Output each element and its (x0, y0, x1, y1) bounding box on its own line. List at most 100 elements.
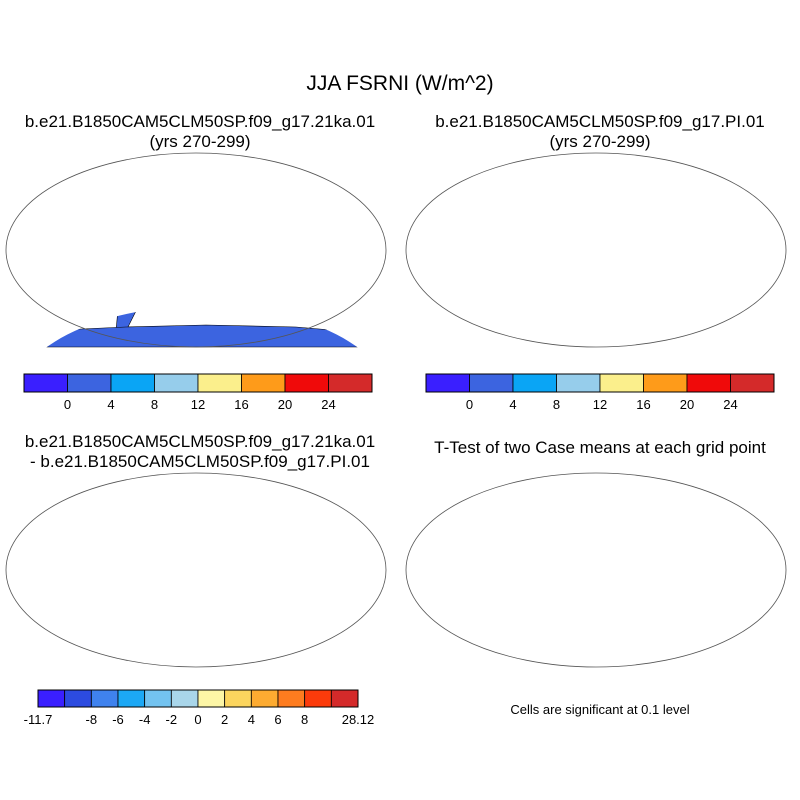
field-patch (642, 217, 670, 233)
field-patch (278, 521, 306, 533)
landmass-africa (184, 527, 262, 621)
colorbar-swatch (599, 373, 644, 393)
landmass-eurasia (188, 163, 372, 237)
panel-title-line2: (yrs 270-299) (149, 132, 251, 151)
significance-note: Cells are significant at 0.1 level (510, 702, 690, 717)
colorbar-swatch (556, 373, 601, 393)
panel-bottom-left-map (5, 472, 387, 668)
colorbar-swatch (250, 689, 279, 708)
colorbar-tick-label: 0 (64, 397, 71, 412)
field-patch (266, 187, 306, 207)
landmass-seAsia (706, 233, 732, 257)
panel-title-line1: b.e21.B1850CAM5CLM50SP.f09_g17.21ka.01 (24, 432, 376, 451)
field-patch (60, 163, 92, 175)
landmass-indonesia (712, 259, 762, 273)
colorbar-tick-label: 0 (194, 712, 201, 727)
landmass-greenland (524, 157, 574, 189)
field-patch (288, 197, 324, 213)
landmass-antarctica (25, 324, 379, 348)
landmass-indonesia (712, 579, 762, 593)
colorbar-swatch (64, 689, 92, 708)
landmass-scandinavia (598, 161, 630, 183)
ocean-background (12, 306, 386, 347)
colorbar-swatch (284, 373, 329, 393)
figure-title: JJA FSRNI (W/m^2) (306, 72, 494, 95)
landmass-australia (726, 597, 776, 633)
field-patch (52, 483, 100, 503)
colorbar-swatch (110, 373, 155, 393)
field-patch (512, 613, 520, 633)
panel-top-left-map-border (5, 152, 387, 348)
colorbar-swatch (23, 373, 68, 393)
landmass-antarctica (426, 325, 778, 347)
field-patch (606, 297, 626, 309)
colorbar-swatch (686, 373, 731, 393)
panel-top-right-map (405, 152, 787, 348)
panel-top-left-map (5, 152, 387, 348)
landmass-antarctica (26, 645, 378, 667)
landmass-greenland (524, 477, 574, 509)
field-patch (206, 531, 262, 547)
colorbar-swatch (469, 373, 514, 393)
colorbar-tick-label: 2 (221, 712, 228, 727)
panel-top-right-map-clip (406, 153, 786, 347)
field-patch (726, 519, 746, 527)
colorbar-swatch (330, 689, 359, 708)
colorbar-tick-label: 12 (191, 397, 205, 412)
colorbar-tick-label: 24 (321, 397, 335, 412)
field-patch (206, 487, 234, 503)
colorbar-tick-label: -11.7 (24, 712, 53, 727)
panel-title-top-right: b.e21.B1850CAM5CLM50SP.f09_g17.PI.01 (yr… (400, 112, 800, 152)
landmass-northAmerica (444, 485, 552, 569)
panel-title-line1: b.e21.B1850CAM5CLM50SP.f09_g17.PI.01 (435, 112, 765, 131)
panel-bottom-right-map-border (405, 472, 787, 668)
panel-title-bottom-left: b.e21.B1850CAM5CLM50SP.f09_g17.21ka.01 -… (0, 432, 400, 472)
colorbar-tick-label: 8 (301, 712, 308, 727)
field-patch (116, 613, 128, 633)
colorbar-frame (23, 373, 373, 393)
landmass-india (282, 231, 300, 257)
landmass-australia (325, 306, 377, 314)
colorbar-tick-label: 28.12 (342, 712, 375, 727)
field-patch (332, 177, 360, 189)
map-panels (5, 152, 787, 668)
field-patch (52, 513, 72, 525)
field-patch (92, 495, 120, 511)
field-patch (696, 205, 716, 217)
landmass-australia (326, 597, 376, 633)
colorbar-swatch (304, 689, 332, 708)
colorbar-abs-1: 0 4 8 12 16 20 24 (425, 373, 775, 412)
colorbar-abs-0: 0 4 8 12 16 20 24 (23, 373, 373, 412)
landmass-africa (184, 207, 262, 301)
panel-bottom-right-map-clip (406, 473, 786, 667)
colorbar-tick-label: 4 (248, 712, 255, 727)
colorbar-swatch (512, 373, 557, 393)
panel-title-top-left: b.e21.B1850CAM5CLM50SP.f09_g17.21ka.01 (… (0, 112, 400, 152)
field-patch (198, 209, 250, 225)
field-patch (642, 495, 690, 507)
landmass-southAmerica (504, 567, 552, 659)
colorbar-swatch (328, 373, 373, 393)
landmass-greenland (124, 477, 174, 509)
landmass-africa (584, 207, 662, 301)
colorbar-tick-label: 4 (509, 397, 516, 412)
colorbar-tick-label: 20 (680, 397, 694, 412)
landmass-scandinavia (598, 481, 630, 503)
ocean-background (406, 473, 786, 667)
landmass-australia (726, 277, 776, 313)
colorbar-tick-label: 16 (636, 397, 650, 412)
colorbar-swatch (170, 689, 199, 708)
colorbar-frame (37, 689, 359, 708)
landmass-eurasia (588, 163, 772, 237)
landmass-africa (584, 527, 662, 621)
landmass-indonesia (312, 579, 362, 593)
colorbar-swatch (730, 373, 775, 393)
panel-top-left-map-clip (12, 157, 386, 348)
colorbar-diff: -11.7 -8 -6 -4 -2 0 2 4 6 8 28.12 (24, 689, 375, 727)
colorbar-tick-label: 16 (234, 397, 248, 412)
field-patch (130, 159, 162, 175)
colorbar-tick-label: -4 (139, 712, 151, 727)
landmass-greenland (124, 157, 174, 189)
landmass-arabia (652, 537, 678, 565)
